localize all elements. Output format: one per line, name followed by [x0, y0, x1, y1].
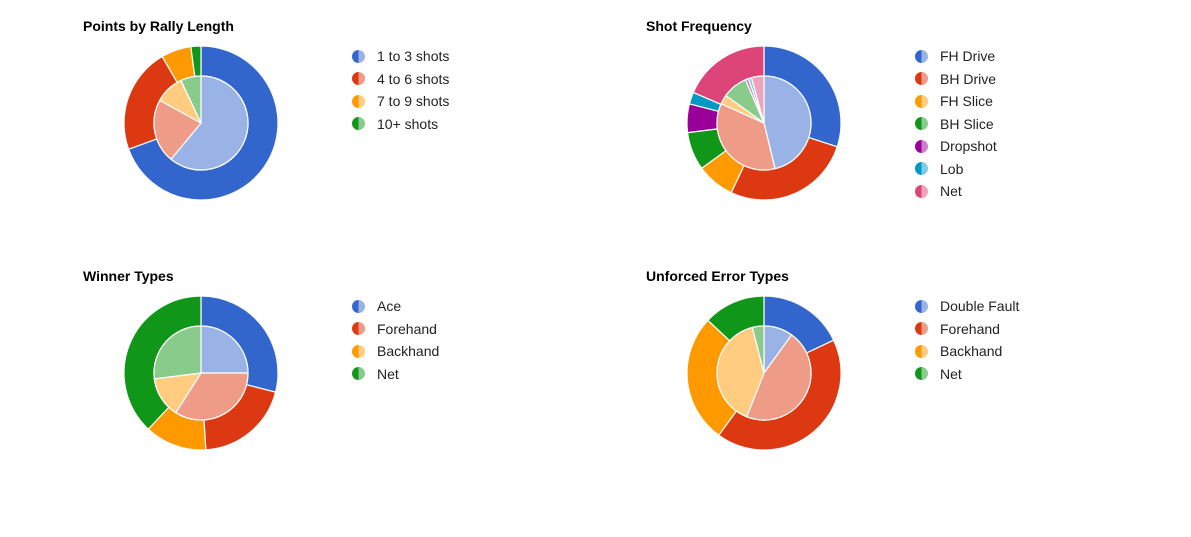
donut-chart	[686, 295, 842, 451]
legend-item-net[interactable]: Net	[915, 363, 1019, 386]
legend-item-bh-slice[interactable]: BH Slice	[915, 113, 997, 136]
chart-legend: Ace Forehand Backhand Net	[352, 295, 439, 385]
legend-item-7-to-9-shots[interactable]: 7 to 9 shots	[352, 90, 449, 113]
legend-label: BH Drive	[940, 70, 997, 87]
legend-swatch	[915, 117, 928, 131]
donut-chart	[123, 295, 279, 451]
chart-panel-winner-types: Winner Types Ace Forehand Backhand Net	[83, 268, 643, 518]
legend-swatch	[352, 49, 365, 63]
legend-item-net[interactable]: Net	[915, 180, 997, 203]
inner-slice-10-shots[interactable]	[180, 75, 202, 124]
inner-slice-ace[interactable]	[200, 325, 249, 374]
legend-swatch	[352, 94, 365, 108]
legend-swatch	[352, 117, 365, 131]
legend-item-lob[interactable]: Lob	[915, 158, 997, 181]
legend-item-forehand[interactable]: Forehand	[352, 318, 439, 341]
legend-label: Ace	[377, 298, 402, 315]
legend-item-backhand[interactable]: Backhand	[352, 340, 439, 363]
donut-chart	[686, 45, 842, 201]
chart-legend: 1 to 3 shots 4 to 6 shots 7 to 9 shots 10+ …	[352, 45, 449, 135]
legend-item-dropshot[interactable]: Dropshot	[915, 135, 997, 158]
legend-label: Lob	[940, 160, 964, 177]
legend-swatch	[915, 139, 928, 153]
legend-swatch	[915, 162, 928, 176]
legend-swatch	[915, 49, 928, 63]
legend-label: 7 to 9 shots	[377, 93, 450, 110]
chart-legend: Double Fault Forehand Backhand Net	[915, 295, 1019, 385]
chart-panel-shot-frequency: Shot Frequency FH Drive BH Drive FH Slice B…	[646, 18, 1191, 268]
legend-item-forehand[interactable]: Forehand	[915, 318, 1019, 341]
donut-chart	[123, 45, 279, 201]
legend-item-fh-drive[interactable]: FH Drive	[915, 45, 997, 68]
legend-label: Double Fault	[940, 298, 1020, 315]
inner-slice-4-to-6-shots[interactable]	[153, 99, 202, 160]
legend-swatch	[352, 299, 365, 313]
inner-slice-net[interactable]	[750, 75, 765, 124]
legend-label: Backhand	[940, 343, 1003, 360]
legend-swatch	[915, 184, 928, 198]
legend-item-1-to-3-shots[interactable]: 1 to 3 shots	[352, 45, 449, 68]
legend-swatch	[915, 322, 928, 336]
inner-slice-1-to-3-shots[interactable]	[170, 75, 249, 171]
legend-label: FH Drive	[940, 48, 996, 65]
inner-slice-net[interactable]	[153, 325, 202, 380]
legend-item-net[interactable]: Net	[352, 363, 439, 386]
inner-slice-bh-drive[interactable]	[716, 103, 776, 171]
inner-slice-net[interactable]	[751, 325, 765, 374]
legend-item-10-shots[interactable]: 10+ shots	[352, 113, 449, 136]
legend-swatch	[915, 299, 928, 313]
legend-label: Net	[940, 183, 962, 200]
chart-title: Points by Rally Length	[83, 18, 234, 34]
chart-title: Shot Frequency	[646, 18, 752, 34]
chart-panel-unforced-error-types: Unforced Error Types Double Fault Forehan…	[646, 268, 1191, 518]
legend-swatch	[352, 344, 365, 358]
legend-label: Net	[377, 365, 399, 382]
legend-label: BH Slice	[940, 115, 994, 132]
legend-item-fh-slice[interactable]: FH Slice	[915, 90, 997, 113]
legend-item-bh-drive[interactable]: BH Drive	[915, 68, 997, 91]
legend-label: 1 to 3 shots	[377, 48, 450, 65]
legend-swatch	[915, 94, 928, 108]
legend-label: FH Slice	[940, 93, 993, 110]
chart-title: Unforced Error Types	[646, 268, 789, 284]
legend-label: Dropshot	[940, 138, 997, 155]
inner-slice-backhand[interactable]	[716, 326, 765, 418]
legend-label: 4 to 6 shots	[377, 70, 450, 87]
legend-item-ace[interactable]: Ace	[352, 295, 439, 318]
legend-label: 10+ shots	[377, 115, 439, 132]
legend-item-double-fault[interactable]: Double Fault	[915, 295, 1019, 318]
legend-label: Net	[940, 365, 962, 382]
legend-swatch	[915, 344, 928, 358]
legend-label: Forehand	[940, 320, 1000, 337]
chart-legend: FH Drive BH Drive FH Slice BH Slice Dropshot…	[915, 45, 997, 203]
chart-title: Winner Types	[83, 268, 174, 284]
legend-swatch	[352, 367, 365, 381]
inner-slice-forehand[interactable]	[746, 334, 812, 421]
legend-swatch	[915, 367, 928, 381]
inner-slice-fh-drive[interactable]	[763, 75, 812, 170]
legend-label: Backhand	[377, 343, 440, 360]
legend-swatch	[915, 72, 928, 86]
legend-swatch	[352, 322, 365, 336]
legend-swatch	[352, 72, 365, 86]
legend-item-4-to-6-shots[interactable]: 4 to 6 shots	[352, 68, 449, 91]
legend-label: Forehand	[377, 320, 437, 337]
chart-panel-rally-length: Points by Rally Length 1 to 3 shots 4 to …	[83, 18, 643, 268]
legend-item-backhand[interactable]: Backhand	[915, 340, 1019, 363]
